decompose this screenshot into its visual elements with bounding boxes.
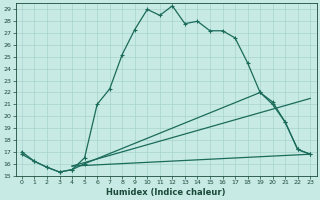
X-axis label: Humidex (Indice chaleur): Humidex (Indice chaleur) [106,188,226,197]
